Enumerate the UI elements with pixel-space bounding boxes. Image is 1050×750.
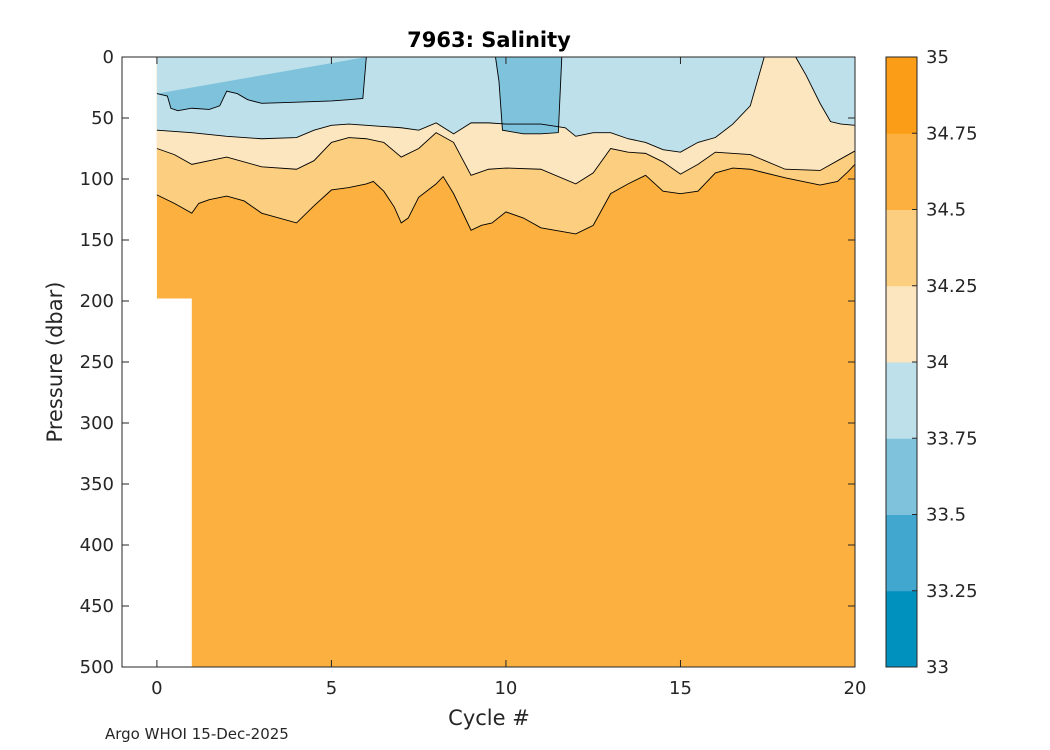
colorbar-segment [886,438,917,515]
colorbar: 33 33.25 33.5 33.75 34 34.25 34.5 34.75 35 [885,47,978,678]
band-33.5-33.75-mid [495,57,562,134]
colorbar-tick-label: 33.75 [926,428,978,449]
x-axis: 0 5 10 15 20 [151,57,866,699]
y-tick-label: 400 [80,535,114,556]
colorbar-tick-label: 34 [926,352,949,373]
y-tick-label: 500 [80,657,114,678]
y-tick-label: 150 [80,230,114,251]
colorbar-segment [886,590,917,668]
x-tick-label: 5 [326,678,337,699]
colorbar-tick-label: 35 [926,47,949,68]
x-tick-label: 0 [151,678,162,699]
colorbar-tick-label: 33.25 [926,581,978,602]
colorbar-tick-label: 34.5 [926,200,966,221]
colorbar-tick-label: 33 [926,657,949,678]
chart-title: 7963: Salinity [407,28,571,52]
y-tick-label: 300 [80,413,114,434]
y-tick-label: 200 [80,291,114,312]
colorbar-segment [886,209,917,287]
colorbar-segment [886,514,917,592]
y-axis: 0 50 100 150 200 250 300 350 400 450 500 [80,47,855,678]
contour-line-33.75-west [156,56,367,112]
colorbar-tick-label: 33.5 [926,505,966,526]
x-tick-label: 10 [494,678,517,699]
band-34.5-34.75 [156,57,855,667]
contour-line-33.75-mid [495,56,563,135]
colorbar-segment [886,285,917,363]
colorbar-segment [886,57,917,134]
x-tick-label: 15 [669,678,692,699]
plot-area [121,56,856,668]
y-tick-label: 350 [80,474,114,495]
colorbar-segment [886,362,917,439]
band-33.5-33.75-west [156,57,367,111]
footer-credit: Argo WHOI 15-Dec-2025 [105,725,289,743]
x-axis-label: Cycle # [448,706,530,730]
y-axis-label: Pressure (dbar) [43,282,67,443]
colorbar-tick-label: 34.25 [926,276,978,297]
y-tick-label: 100 [80,169,114,190]
y-tick-label: 0 [103,47,114,68]
y-tick-label: 250 [80,352,114,373]
colorbar-segment [886,133,917,210]
contour-line-34.25 [156,132,856,185]
y-tick-label: 50 [91,108,114,129]
x-tick-label: 20 [844,678,867,699]
contour-line-34.5 [156,164,856,235]
y-tick-label: 450 [80,596,114,617]
contour-fills [156,57,855,667]
colorbar-tick-label: 34.75 [926,123,978,144]
